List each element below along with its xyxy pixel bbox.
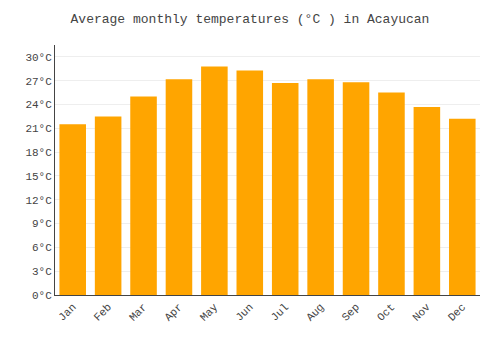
svg-text:Apr: Apr bbox=[162, 301, 184, 323]
svg-text:0°C: 0°C bbox=[32, 290, 52, 302]
svg-text:Nov: Nov bbox=[410, 301, 433, 324]
svg-text:9°C: 9°C bbox=[32, 218, 52, 230]
svg-text:Oct: Oct bbox=[375, 301, 397, 323]
svg-text:Aug: Aug bbox=[304, 301, 326, 323]
svg-text:27°C: 27°C bbox=[25, 76, 52, 88]
svg-text:Jan: Jan bbox=[56, 301, 78, 323]
svg-text:18°C: 18°C bbox=[25, 147, 52, 159]
svg-text:Average monthly temperatures (: Average monthly temperatures (°C ) in Ac… bbox=[71, 12, 430, 27]
svg-text:12°C: 12°C bbox=[25, 195, 52, 207]
svg-text:Dec: Dec bbox=[446, 301, 468, 323]
svg-text:3°C: 3°C bbox=[32, 266, 52, 278]
svg-text:6°C: 6°C bbox=[32, 242, 52, 254]
svg-text:Sep: Sep bbox=[340, 301, 362, 323]
svg-text:24°C: 24°C bbox=[25, 99, 52, 111]
svg-text:Mar: Mar bbox=[127, 301, 149, 323]
svg-text:Jun: Jun bbox=[233, 301, 255, 323]
svg-text:May: May bbox=[198, 301, 221, 324]
svg-text:Jul: Jul bbox=[269, 301, 291, 323]
svg-text:21°C: 21°C bbox=[25, 123, 52, 135]
svg-text:30°C: 30°C bbox=[25, 52, 52, 64]
svg-text:Feb: Feb bbox=[92, 301, 114, 323]
svg-text:15°C: 15°C bbox=[25, 171, 52, 183]
